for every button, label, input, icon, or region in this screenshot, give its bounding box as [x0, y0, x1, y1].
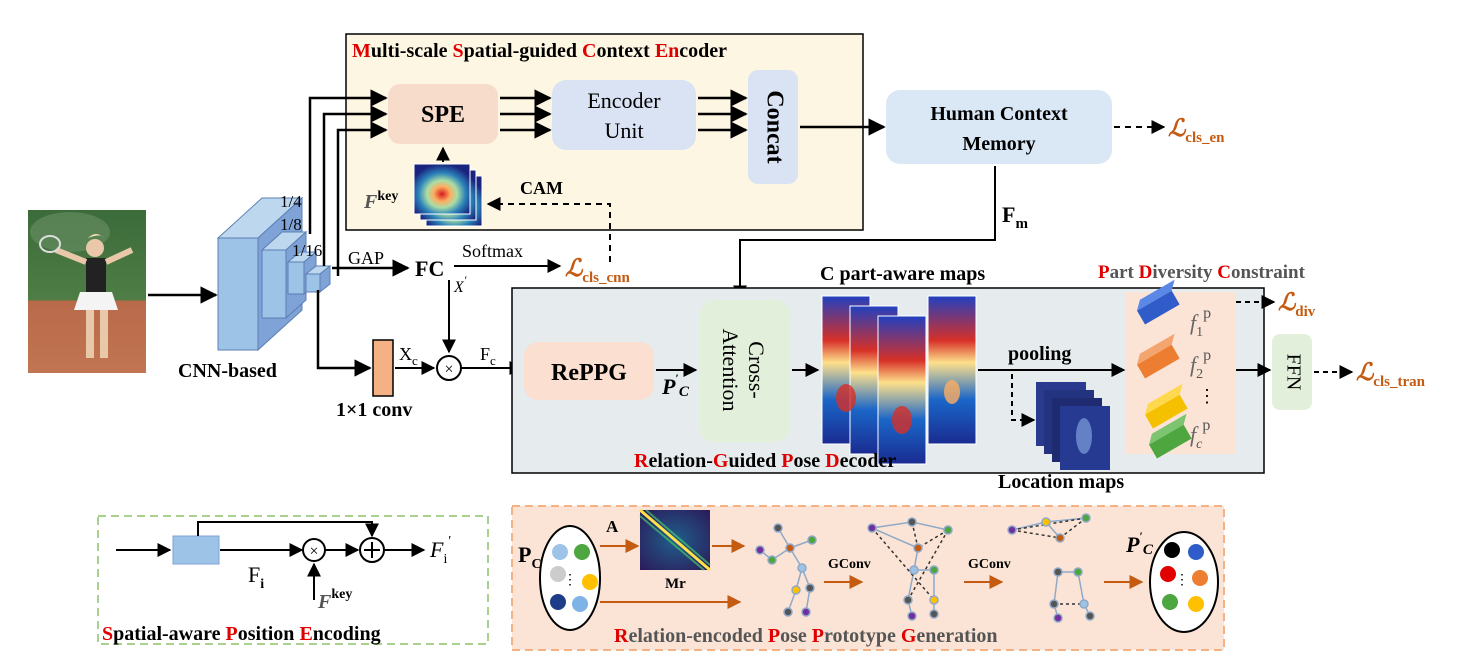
features-ellipsis: ⋮ — [1198, 386, 1216, 406]
context-encoder-title: Multi-scale Spatial-guided Context Encod… — [352, 40, 727, 62]
cam-label: CAM — [520, 178, 563, 198]
location-maps-label: Location maps — [998, 471, 1124, 493]
pc-label: P′C — [661, 371, 690, 400]
encoder-unit-line2: Unit — [604, 118, 643, 143]
relation-matrix-mr — [639, 508, 711, 572]
concat-label: Concat — [761, 90, 787, 163]
gap-label: GAP — [348, 248, 384, 268]
concat-box — [748, 70, 798, 184]
fc-label: FC — [415, 256, 444, 281]
backbone-to-conv-arrow — [316, 290, 372, 377]
human-context-memory-box — [886, 90, 1112, 164]
pose-graph-3 — [1007, 513, 1095, 623]
f2-label: f2p — [1190, 347, 1211, 382]
input-image — [28, 210, 146, 373]
part-aware-maps — [821, 295, 977, 465]
fm-label: Fm — [1002, 202, 1028, 232]
conv-label: 1×1 conv — [336, 399, 412, 421]
spe-detail-title: Spatial-aware Position Encoding — [102, 623, 381, 645]
reppg-label: RePPG — [551, 360, 627, 386]
part-feature-cuboids — [1137, 279, 1192, 459]
spe-box — [388, 84, 498, 144]
cnn-based-label: CNN-based — [178, 360, 277, 382]
fkey-label: Fkey — [363, 189, 398, 213]
spe-fkey-label: Fkey — [317, 587, 352, 613]
fkey-heatmap-stack — [413, 163, 483, 227]
location-maps-stack — [1036, 382, 1110, 470]
xprime-label: X′ — [453, 273, 467, 296]
reppg-pc-prime-label: P′C — [1125, 529, 1154, 558]
loss-cls-tran: ℒcls_tran — [1356, 360, 1426, 390]
part-diversity-title: Part Diversity Constraint — [1098, 262, 1306, 283]
gconv2-label: GConv — [968, 557, 1011, 572]
ffn-box — [1272, 334, 1312, 410]
encoder-to-concat-arrows — [698, 89, 748, 139]
spe-detail-box — [97, 515, 489, 645]
pose-graph-1 — [755, 523, 817, 617]
xc-label: Xc — [399, 344, 418, 368]
scale-1-16-label: 1/16 — [292, 241, 322, 260]
cross-attention-label: Cross-Attention — [718, 328, 769, 411]
scale-1-4-label: 1/4 — [280, 192, 302, 211]
fm-arrow — [733, 166, 996, 300]
f1-label: f1p — [1190, 305, 1211, 340]
memory-line2: Memory — [962, 133, 1035, 155]
loss-div: ℒdiv — [1278, 290, 1316, 320]
multiply-symbol: × — [444, 361, 453, 378]
fc-part-label: fcp — [1190, 417, 1210, 452]
pose-decoder-title: Relation-Guided Pose Decoder — [634, 450, 896, 472]
location-maps-arrow — [1011, 374, 1036, 427]
pose-graph-2 — [867, 517, 953, 621]
encoder-unit-line1: Encoder — [587, 88, 661, 113]
gconv1-label: GConv — [828, 557, 871, 572]
loss-cls-cnn: ℒcls_cnn — [565, 256, 630, 286]
spe-label: SPE — [421, 102, 465, 128]
reppg-a-label: A — [606, 517, 619, 536]
pc-ellipsis: ⋮ — [563, 573, 577, 588]
reppg-pc-label: PC — [518, 542, 542, 572]
spe-to-encoder-arrows — [500, 89, 552, 139]
part-aware-maps-title: C part-aware maps — [820, 263, 985, 285]
pooling-label: pooling — [1008, 343, 1071, 365]
fi-label: Fi — [248, 562, 264, 592]
conv-1x1-block — [372, 339, 394, 397]
spe-multiply-symbol: × — [309, 543, 318, 560]
spe-skip-arrow — [197, 521, 379, 538]
multiscale-branches — [308, 89, 388, 276]
fc-feature-label: Fc — [480, 344, 496, 368]
reppg-box — [524, 342, 654, 400]
cross-attention-box — [700, 300, 790, 442]
pc-prime-ellipsis: ⋮ — [1175, 573, 1189, 588]
scale-1-8-label: 1/8 — [280, 215, 302, 234]
cnn-backbone — [216, 196, 332, 352]
memory-line1: Human Context — [930, 103, 1068, 125]
mr-label: Mr — [665, 576, 686, 592]
spe-feature-block — [172, 535, 220, 565]
encoder-unit-box — [552, 80, 696, 150]
cam-arrow — [486, 197, 611, 262]
loss-cls-en: ℒcls_en — [1168, 116, 1225, 146]
ffn-label: FFN — [1282, 354, 1304, 391]
softmax-label: Softmax — [462, 241, 523, 261]
reppg-detail-title: Relation-encoded Pose Prototype Generati… — [614, 625, 998, 647]
fi-prime-label: Fi′ — [429, 534, 451, 567]
